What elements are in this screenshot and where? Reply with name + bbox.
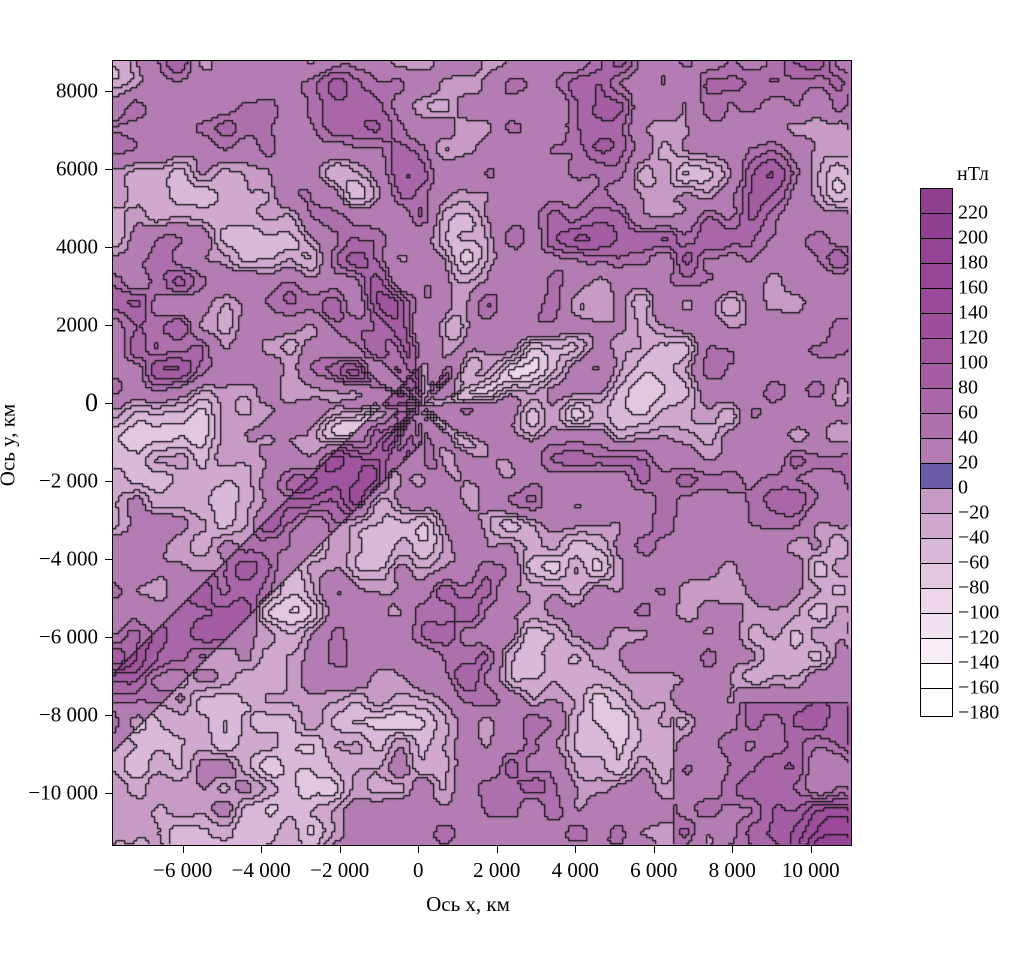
colorbar-band — [921, 389, 952, 415]
x-tick — [653, 846, 655, 853]
colorbar-label: −180 — [958, 701, 1000, 724]
colorbar-band — [921, 614, 952, 640]
colorbar-band — [921, 489, 952, 515]
y-tick-label: 0 — [85, 388, 98, 418]
colorbar-band — [921, 514, 952, 540]
colorbar — [920, 188, 953, 717]
contour-field — [113, 61, 851, 845]
y-tick — [105, 715, 112, 717]
x-tick-label: 6 000 — [630, 858, 678, 882]
x-tick-label: 8 000 — [708, 858, 756, 882]
plot-area — [112, 60, 852, 846]
x-axis-label: Ось x, км — [426, 892, 510, 916]
colorbar-label: −140 — [958, 651, 1000, 674]
y-tick-label: 8000 — [56, 78, 98, 103]
x-tick — [732, 846, 734, 853]
x-tick-label: 10 000 — [781, 858, 840, 882]
x-tick — [575, 846, 577, 853]
colorbar-band — [921, 589, 952, 615]
colorbar-band — [921, 664, 952, 690]
colorbar-band — [921, 339, 952, 365]
colorbar-label: 160 — [958, 276, 988, 299]
colorbar-label: 100 — [958, 351, 988, 374]
colorbar-band — [921, 539, 952, 565]
colorbar-label: −160 — [958, 676, 1000, 699]
y-tick-label: −4 000 — [38, 546, 98, 571]
x-tick-label: −6 000 — [153, 858, 213, 882]
x-tick — [339, 846, 341, 853]
colorbar-label: 220 — [958, 201, 988, 224]
x-tick-label: 4 000 — [551, 858, 599, 882]
colorbar-band — [921, 189, 952, 214]
colorbar-label: 200 — [958, 226, 988, 249]
colorbar-label: 120 — [958, 326, 988, 349]
y-tick-label: 4000 — [56, 234, 98, 259]
colorbar-band — [921, 314, 952, 340]
colorbar-label: 60 — [958, 401, 978, 424]
colorbar-band — [921, 239, 952, 265]
colorbar-label: 0 — [958, 476, 968, 499]
y-tick-label: −10 000 — [28, 780, 98, 805]
colorbar-label: 20 — [958, 451, 978, 474]
y-tick-label: −6 000 — [38, 624, 98, 649]
colorbar-unit: нТл — [957, 163, 989, 185]
x-tick — [182, 846, 184, 853]
colorbar-label: −100 — [958, 601, 1000, 624]
y-tick-label: 2000 — [56, 312, 98, 337]
y-tick — [105, 559, 112, 561]
y-tick — [105, 325, 112, 327]
colorbar-band — [921, 564, 952, 590]
x-tick — [496, 846, 498, 853]
colorbar-label: −20 — [958, 501, 990, 524]
colorbar-band — [921, 214, 952, 239]
colorbar-label: 140 — [958, 301, 988, 324]
y-tick — [105, 481, 112, 483]
colorbar-band — [921, 414, 952, 440]
y-tick — [105, 91, 112, 93]
y-tick-label: −8 000 — [38, 702, 98, 727]
colorbar-label: −80 — [958, 576, 990, 599]
colorbar-band — [921, 689, 952, 715]
x-tick-label: 0 — [412, 858, 424, 882]
y-tick — [105, 793, 112, 795]
y-tick — [105, 247, 112, 249]
colorbar-label: −120 — [958, 626, 1000, 649]
colorbar-label: 40 — [958, 426, 978, 449]
colorbar-label: −60 — [958, 551, 990, 574]
colorbar-band — [921, 464, 952, 490]
x-tick — [261, 846, 263, 853]
colorbar-label: 80 — [958, 376, 978, 399]
y-axis-label: Ось y, км — [0, 403, 20, 487]
colorbar-band — [921, 289, 952, 315]
colorbar-label: −40 — [958, 526, 990, 549]
colorbar-band — [921, 364, 952, 390]
colorbar-band — [921, 264, 952, 290]
y-tick-label: −2 000 — [38, 468, 98, 493]
colorbar-band — [921, 439, 952, 465]
x-tick — [810, 846, 812, 853]
x-tick-label: −2 000 — [310, 858, 370, 882]
y-tick — [105, 169, 112, 171]
y-tick-label: 6000 — [56, 156, 98, 181]
colorbar-band — [921, 639, 952, 665]
x-tick — [418, 846, 420, 853]
colorbar-label: 180 — [958, 251, 988, 274]
y-tick — [105, 637, 112, 639]
x-tick-label: −4 000 — [231, 858, 291, 882]
y-tick — [105, 403, 112, 405]
x-tick-label: 2 000 — [473, 858, 521, 882]
